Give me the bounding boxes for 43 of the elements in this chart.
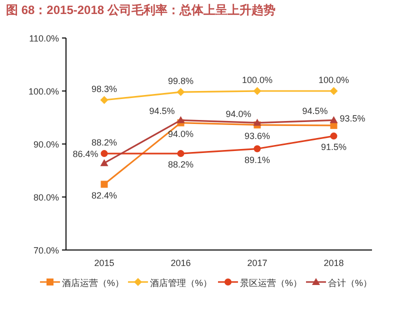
data-label: 100.0% (318, 75, 350, 85)
point (253, 87, 262, 95)
y-tick-label: 110.0% (29, 34, 59, 44)
point (100, 150, 108, 158)
x-tick-label: 2015 (94, 258, 114, 268)
data-label: 86.4% (72, 149, 98, 160)
data-label: 88.2% (91, 138, 118, 148)
data-label: 100.0% (242, 75, 273, 85)
y-tick-label: 100.0% (28, 86, 59, 96)
legend-label: 酒店运营（%） (62, 278, 124, 288)
point (254, 145, 261, 152)
point (100, 96, 108, 104)
point (330, 116, 338, 124)
legend-label: 合计（%） (328, 278, 372, 288)
data-label: 93.6% (244, 130, 270, 141)
data-label: 82.4% (91, 190, 118, 200)
data-label: 88.2% (168, 160, 194, 170)
point (330, 87, 338, 95)
y-tick-label: 90.0% (33, 140, 59, 150)
point (176, 116, 185, 124)
point (330, 132, 338, 140)
data-label: 94.0% (168, 128, 194, 139)
data-label: 94.5% (302, 106, 328, 116)
x-tick-label: 2017 (247, 258, 268, 268)
data-label: 91.5% (320, 142, 347, 152)
point (100, 180, 108, 188)
x-tick-label: 2016 (170, 258, 191, 268)
point (253, 118, 262, 126)
point (177, 150, 184, 158)
point (176, 88, 185, 96)
data-label: 94.0% (226, 108, 252, 119)
data-label: 89.1% (244, 154, 270, 165)
data-label: 98.3% (91, 84, 118, 94)
point (100, 159, 108, 166)
y-tick-label: 70.0% (33, 246, 59, 256)
x-tick-label: 2018 (324, 258, 344, 268)
legend-label: 酒店管理（%） (150, 278, 212, 288)
legend-label: 景区运营（%） (240, 278, 302, 288)
chart-title: 图 68：2015-2018 公司毛利率：总体上呈上升趋势 (6, 3, 276, 17)
data-label: 99.8% (168, 76, 194, 86)
data-label: 94.5% (149, 106, 175, 116)
y-tick-label: 80.0% (33, 192, 59, 202)
data-label: 93.5% (340, 113, 366, 124)
